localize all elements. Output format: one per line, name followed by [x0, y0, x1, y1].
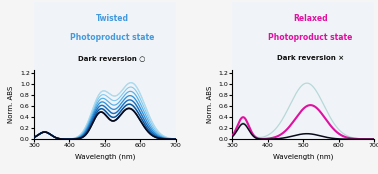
Text: Dark reversion ○: Dark reversion ○: [78, 55, 146, 61]
Y-axis label: Norm. ABS: Norm. ABS: [207, 86, 213, 124]
Text: Photoproduct state: Photoproduct state: [70, 33, 154, 42]
Text: Twisted: Twisted: [96, 14, 129, 23]
Text: Photoproduct state: Photoproduct state: [268, 33, 353, 42]
X-axis label: Wavelength (nm): Wavelength (nm): [75, 154, 135, 160]
Text: Dark reversion ×: Dark reversion ×: [277, 55, 344, 61]
X-axis label: Wavelength (nm): Wavelength (nm): [273, 154, 333, 160]
Text: Relaxed: Relaxed: [293, 14, 328, 23]
Y-axis label: Norm. ABS: Norm. ABS: [8, 86, 14, 124]
